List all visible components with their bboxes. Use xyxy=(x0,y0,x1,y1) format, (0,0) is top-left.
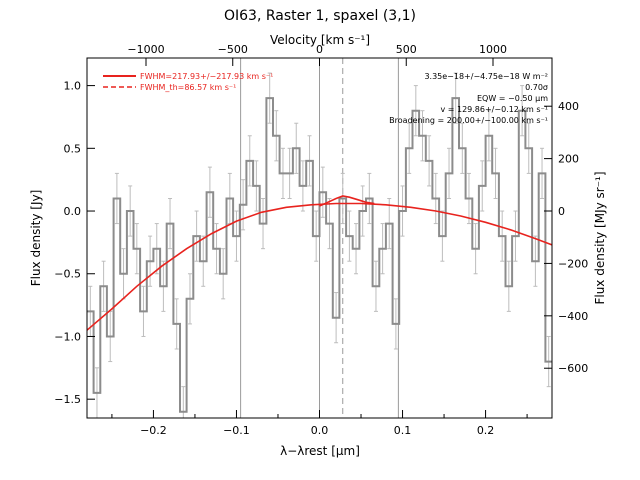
right-tick-label-1: −400 xyxy=(558,310,588,323)
y-tick-label-2: −0.5 xyxy=(54,268,81,281)
top-tick-label-1: −500 xyxy=(218,43,248,56)
x-tick-label-4: 0.2 xyxy=(477,424,495,437)
y-tick-label-3: 0.0 xyxy=(64,205,82,218)
y-tick-label-0: −1.5 xyxy=(54,393,81,406)
legend-entry-fwhm-th: FWHM_th=86.57 km s⁻¹ xyxy=(140,83,236,92)
x-axis-label: λ−λrest [μm] xyxy=(280,444,360,458)
x-tick-label-0: −0.2 xyxy=(140,424,167,437)
annotation-sigma: 0.70σ xyxy=(525,83,548,92)
top-tick-label-0: −1000 xyxy=(127,43,164,56)
x-tick-label-2: 0.0 xyxy=(311,424,329,437)
annotation-velocity: v = 129.86+/−0.12 km s⁻¹ xyxy=(440,105,548,114)
y-tick-label-1: −1.0 xyxy=(54,330,81,343)
annotation-flux: 3.35e−18+/−4.75e−18 W m⁻² xyxy=(424,72,548,81)
right-tick-label-3: 0 xyxy=(558,205,565,218)
x-tick-label-3: 0.1 xyxy=(394,424,412,437)
legend: FWHM=217.93+/−217.93 km s⁻¹ FWHM_th=86.5… xyxy=(103,72,273,92)
annotation-broadening: Broadening = 200.00+/−100.00 km s⁻¹ xyxy=(389,116,548,125)
chart-title: OI63, Raster 1, spaxel (3,1) xyxy=(224,8,416,24)
annotation-eqw: EQW = −0.50 μm xyxy=(477,94,548,103)
top-axis-label: Velocity [km s⁻¹] xyxy=(270,33,370,47)
legend-entry-fwhm: FWHM=217.93+/−217.93 km s⁻¹ xyxy=(140,72,273,81)
right-tick-label-5: 400 xyxy=(558,100,579,113)
x-tick-label-1: −0.1 xyxy=(223,424,250,437)
right-tick-label-0: −600 xyxy=(558,362,588,375)
top-tick-label-3: 500 xyxy=(396,43,417,56)
top-tick-label-2: 0 xyxy=(316,43,323,56)
spectrum-series-line xyxy=(87,97,552,413)
right-tick-label-2: −200 xyxy=(558,257,588,270)
axis-ticks: −0.2 −0.1 0.0 0.1 0.2 −1.5 −1.0 −0.5 0.0 0.5 1.0 −1… xyxy=(54,43,588,437)
annotations: 3.35e−18+/−4.75e−18 W m⁻² 0.70σ EQW = −0… xyxy=(389,72,548,125)
y-tick-label-5: 1.0 xyxy=(64,80,82,93)
y-axis-label: Flux density [Jy] xyxy=(29,190,43,287)
right-tick-label-4: 200 xyxy=(558,153,579,166)
y-tick-label-4: 0.5 xyxy=(64,142,82,155)
top-tick-label-4: 1000 xyxy=(479,43,507,56)
right-axis-label: Flux density [MJy sr⁻¹] xyxy=(593,171,607,304)
line-profile-series-line xyxy=(319,195,375,207)
